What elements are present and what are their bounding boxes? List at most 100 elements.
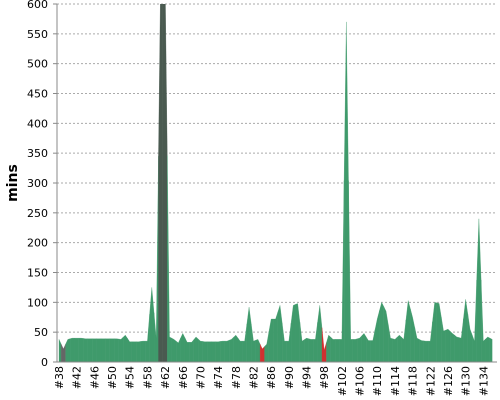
build-area	[211, 341, 217, 362]
build-area	[74, 337, 80, 362]
build-area	[379, 301, 385, 362]
build-area	[392, 336, 398, 362]
build-area	[427, 321, 433, 362]
grid	[57, 3, 497, 363]
build-area	[419, 339, 424, 362]
build-area	[100, 338, 106, 362]
build-area	[83, 338, 88, 362]
build-area	[436, 302, 442, 362]
build-area	[58, 339, 62, 362]
x-tick-label: #38	[53, 366, 66, 389]
build-area	[175, 338, 181, 362]
build-area	[224, 339, 230, 362]
build-area	[251, 324, 256, 362]
x-tick-label: #122	[424, 366, 437, 396]
build-area	[388, 324, 393, 362]
build-area	[374, 310, 380, 362]
x-tick-label: #54	[124, 366, 137, 389]
y-tick-label: 200	[27, 237, 48, 250]
build-area	[149, 287, 155, 362]
labels: 0 50 100 150 200 250 300 350 400 450 500 550 600 #38 #…	[27, 0, 490, 396]
build-area	[162, 4, 168, 362]
build-area	[441, 317, 446, 362]
build-area	[242, 324, 248, 362]
build-area	[370, 329, 376, 362]
x-tick-label: #46	[88, 366, 101, 389]
x-tick-label: #98	[318, 366, 331, 389]
x-tick-label: #118	[407, 366, 420, 396]
build-area	[255, 339, 261, 362]
x-tick-label: #114	[389, 366, 402, 396]
build-area	[105, 338, 110, 362]
build-area	[140, 340, 146, 362]
build-area	[61, 344, 66, 362]
build-area	[321, 327, 327, 362]
build-area	[233, 334, 239, 362]
build-area	[127, 337, 133, 362]
build-area	[65, 338, 71, 362]
build-area	[423, 340, 429, 362]
x-tick-label: #126	[442, 366, 455, 396]
build-area	[312, 322, 318, 362]
build-area	[184, 337, 190, 362]
build-area	[206, 341, 212, 362]
build-area	[229, 336, 234, 362]
build-area	[87, 338, 93, 362]
y-tick-label: 550	[27, 28, 48, 41]
build-area	[489, 337, 493, 362]
build-area	[220, 340, 225, 362]
build-area	[445, 329, 451, 362]
build-area	[122, 334, 128, 362]
build-area	[357, 335, 362, 362]
build-area	[92, 338, 97, 362]
x-tick-label: #106	[354, 366, 367, 396]
build-area	[467, 314, 473, 362]
x-tick-label: #86	[265, 366, 278, 389]
build-area	[171, 337, 177, 362]
y-tick-label: 100	[27, 296, 48, 309]
x-tick-label: #102	[336, 366, 349, 396]
build-area	[114, 338, 119, 362]
build-area	[167, 155, 172, 362]
build-area	[109, 338, 115, 362]
build-area	[361, 333, 367, 362]
build-area	[401, 319, 407, 362]
build-area	[277, 305, 283, 362]
build-area	[193, 336, 199, 362]
x-tick-label: #90	[283, 366, 296, 389]
build-area	[450, 330, 455, 362]
build-area	[145, 314, 150, 362]
build-area	[414, 327, 420, 362]
build-area	[463, 299, 469, 362]
build-area	[480, 279, 486, 362]
build-area	[317, 305, 323, 362]
build-area	[348, 180, 354, 362]
y-tick-label: 150	[27, 267, 48, 280]
build-area	[96, 338, 102, 362]
build-area	[472, 279, 477, 362]
build-area	[343, 21, 349, 362]
build-area	[383, 306, 389, 362]
build-area	[326, 334, 331, 362]
build-area	[290, 304, 296, 362]
y-tick-label: 450	[27, 88, 48, 101]
x-tick-label: #50	[106, 366, 119, 389]
build-area	[410, 308, 415, 362]
build-area	[264, 331, 270, 362]
build-area	[308, 338, 314, 362]
plot-area	[58, 4, 493, 362]
build-area	[246, 307, 252, 362]
build-area	[476, 218, 482, 362]
x-tick-label: #66	[177, 366, 190, 389]
x-tick-label: #58	[141, 366, 154, 389]
y-tick-label: 50	[34, 326, 48, 339]
build-area	[268, 318, 274, 362]
x-tick-label: #110	[371, 366, 384, 396]
build-area	[180, 333, 186, 362]
y-tick-label: 500	[27, 58, 48, 71]
y-tick-label: 300	[27, 177, 48, 190]
build-area	[396, 334, 402, 362]
build-area	[366, 336, 371, 362]
